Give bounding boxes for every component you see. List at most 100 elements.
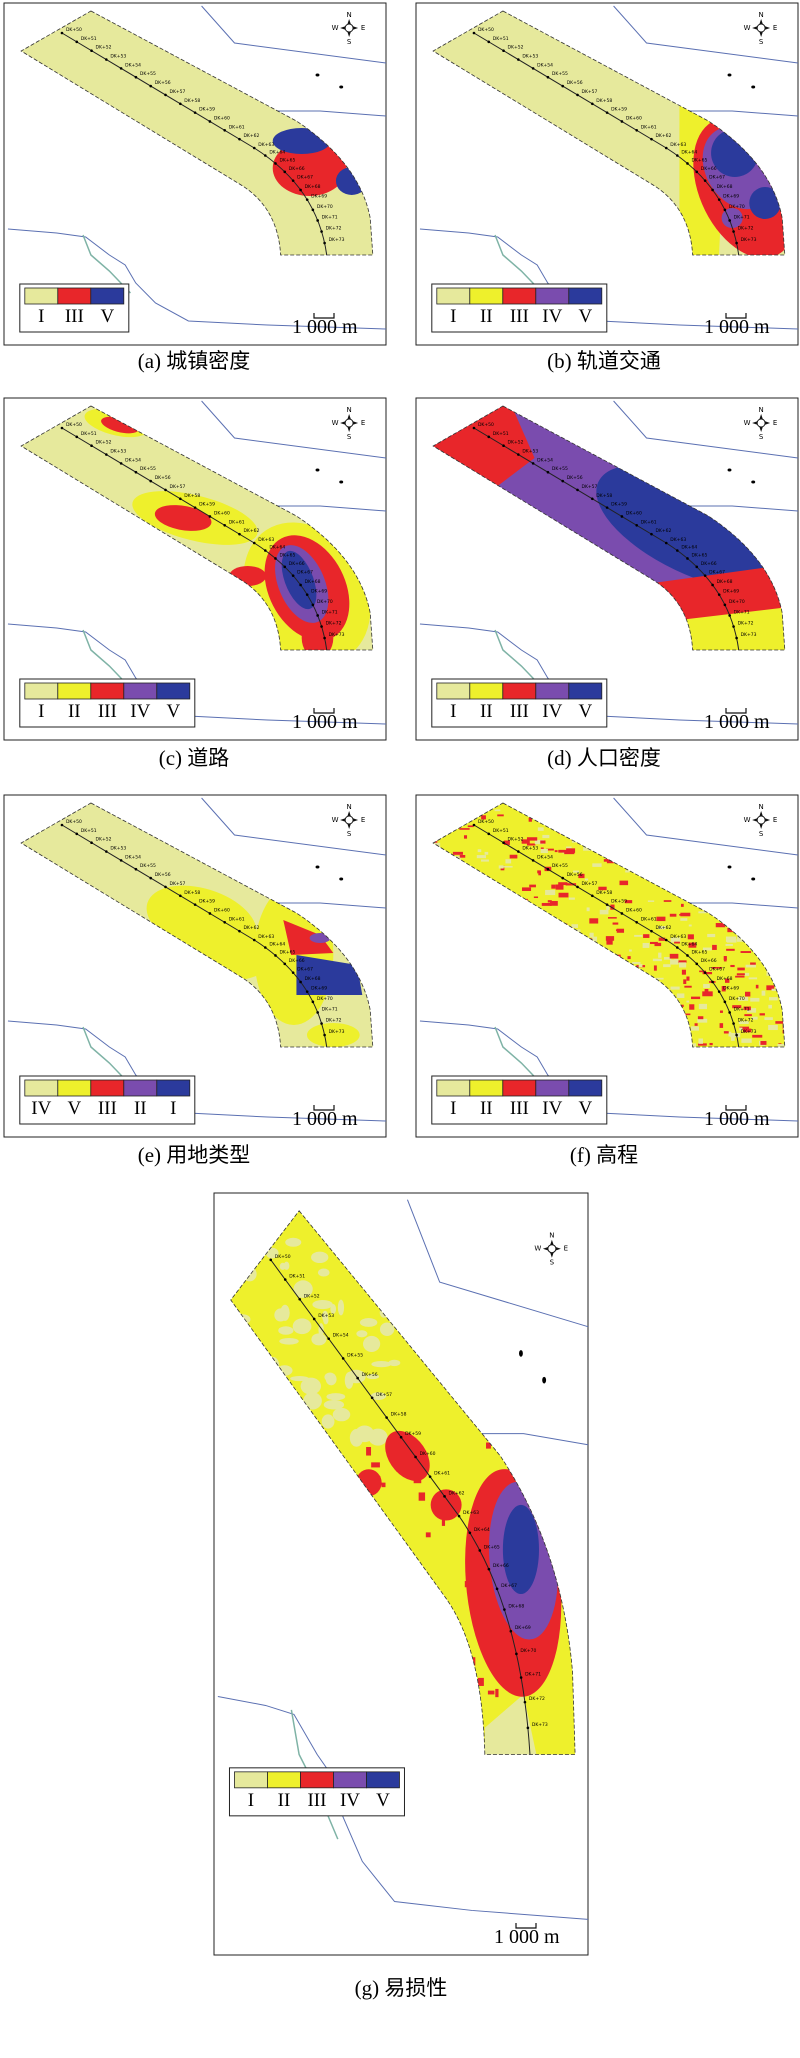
zone-speck — [680, 903, 684, 907]
zone — [296, 955, 363, 995]
zone-speck — [461, 903, 472, 907]
zone-speck — [757, 852, 767, 858]
zone-speck — [721, 822, 731, 827]
zone-speck — [608, 974, 619, 978]
station — [316, 1011, 319, 1014]
zone-speck — [736, 973, 745, 976]
zone-speck — [654, 861, 662, 865]
zone — [239, 1409, 258, 1419]
zone-speck — [702, 972, 713, 975]
legend-swatch — [123, 682, 158, 700]
zone-speck — [764, 1017, 773, 1021]
station-label: DK+67 — [709, 967, 725, 973]
legend-swatch — [469, 682, 504, 700]
zone-speck — [574, 797, 577, 801]
river — [202, 798, 386, 855]
zone-speck — [678, 833, 686, 838]
station — [312, 1317, 316, 1321]
zone-speck — [744, 972, 750, 976]
zone-speck — [589, 918, 599, 924]
legend-label: I — [170, 1098, 176, 1119]
station — [635, 524, 638, 527]
zone-speck — [787, 835, 794, 839]
zone-speck — [643, 934, 650, 938]
zone-speck — [572, 815, 579, 819]
zone-speck — [738, 996, 749, 1001]
zone-speck — [691, 814, 697, 820]
station — [238, 929, 241, 933]
zone-speck — [472, 960, 477, 966]
zone-speck — [607, 917, 617, 919]
zone-speck — [506, 966, 513, 969]
corridor-outline — [433, 11, 785, 255]
zone-speck — [600, 819, 604, 824]
river — [420, 229, 798, 329]
corridor-outline — [21, 803, 373, 1047]
zone-speck — [768, 803, 779, 805]
zone-speck — [433, 855, 437, 860]
station-label: DK+56 — [362, 1372, 378, 1378]
zone-speck — [575, 966, 582, 972]
station — [252, 146, 256, 150]
zone-speck — [450, 810, 457, 813]
zone-speck — [422, 811, 428, 815]
zone-speck — [417, 937, 424, 939]
zone-speck — [650, 853, 658, 856]
legend-label: I — [450, 1098, 456, 1119]
zone-speck — [427, 862, 431, 865]
zone-base — [433, 803, 785, 1047]
zone-speck — [420, 1053, 424, 1057]
zone-speck — [547, 1004, 554, 1009]
zone — [286, 1428, 293, 1441]
zone-speck — [571, 924, 579, 928]
zone-speck — [443, 876, 449, 880]
station-label: DK+52 — [508, 440, 524, 446]
zone-speck — [697, 1018, 708, 1023]
station-label: DK+50 — [478, 27, 494, 33]
station-label: DK+58 — [184, 493, 200, 499]
zone-speck — [566, 846, 572, 849]
zone-speck — [686, 1050, 695, 1054]
station-label: DK+62 — [243, 925, 259, 931]
zone-speck — [535, 1051, 545, 1055]
zone-speck — [660, 1001, 670, 1004]
zone-speck — [544, 1010, 549, 1016]
legend-label: I — [450, 306, 456, 327]
station-label: DK+65 — [484, 1544, 500, 1550]
zone-speck — [476, 1028, 486, 1032]
zone-speck — [534, 839, 545, 845]
zone-speck — [564, 851, 575, 855]
station — [735, 636, 738, 640]
zone-speck — [487, 1690, 495, 1695]
station — [487, 832, 491, 836]
station-label: DK+65 — [691, 552, 707, 558]
zone-speck — [741, 919, 748, 924]
zone-speck — [457, 1008, 462, 1014]
zone-speck — [446, 941, 451, 943]
zone-speck — [526, 984, 533, 987]
zone-speck — [627, 956, 631, 960]
station — [399, 1435, 403, 1439]
compass-e: E — [361, 419, 365, 427]
zone-speck — [406, 1571, 414, 1578]
station — [515, 1652, 518, 1656]
station-label: DK+73 — [329, 632, 345, 638]
legend-label: II — [480, 1098, 493, 1119]
station — [60, 31, 64, 35]
zone-speck — [433, 945, 434, 950]
station — [149, 479, 153, 483]
zone-speck — [600, 1053, 603, 1056]
zone-speck — [549, 900, 558, 906]
station-label: DK+61 — [641, 916, 657, 922]
station — [703, 971, 707, 974]
zone-speck — [719, 1023, 724, 1028]
zone-speck — [625, 870, 630, 873]
zone-speck — [709, 803, 714, 806]
legend-swatch — [568, 287, 603, 305]
zone — [267, 1357, 280, 1375]
zone-speck — [438, 819, 445, 824]
zone-speck — [694, 845, 697, 848]
station-label: DK+64 — [269, 544, 285, 550]
zone-speck — [427, 816, 430, 818]
zone-speck — [598, 1022, 604, 1025]
